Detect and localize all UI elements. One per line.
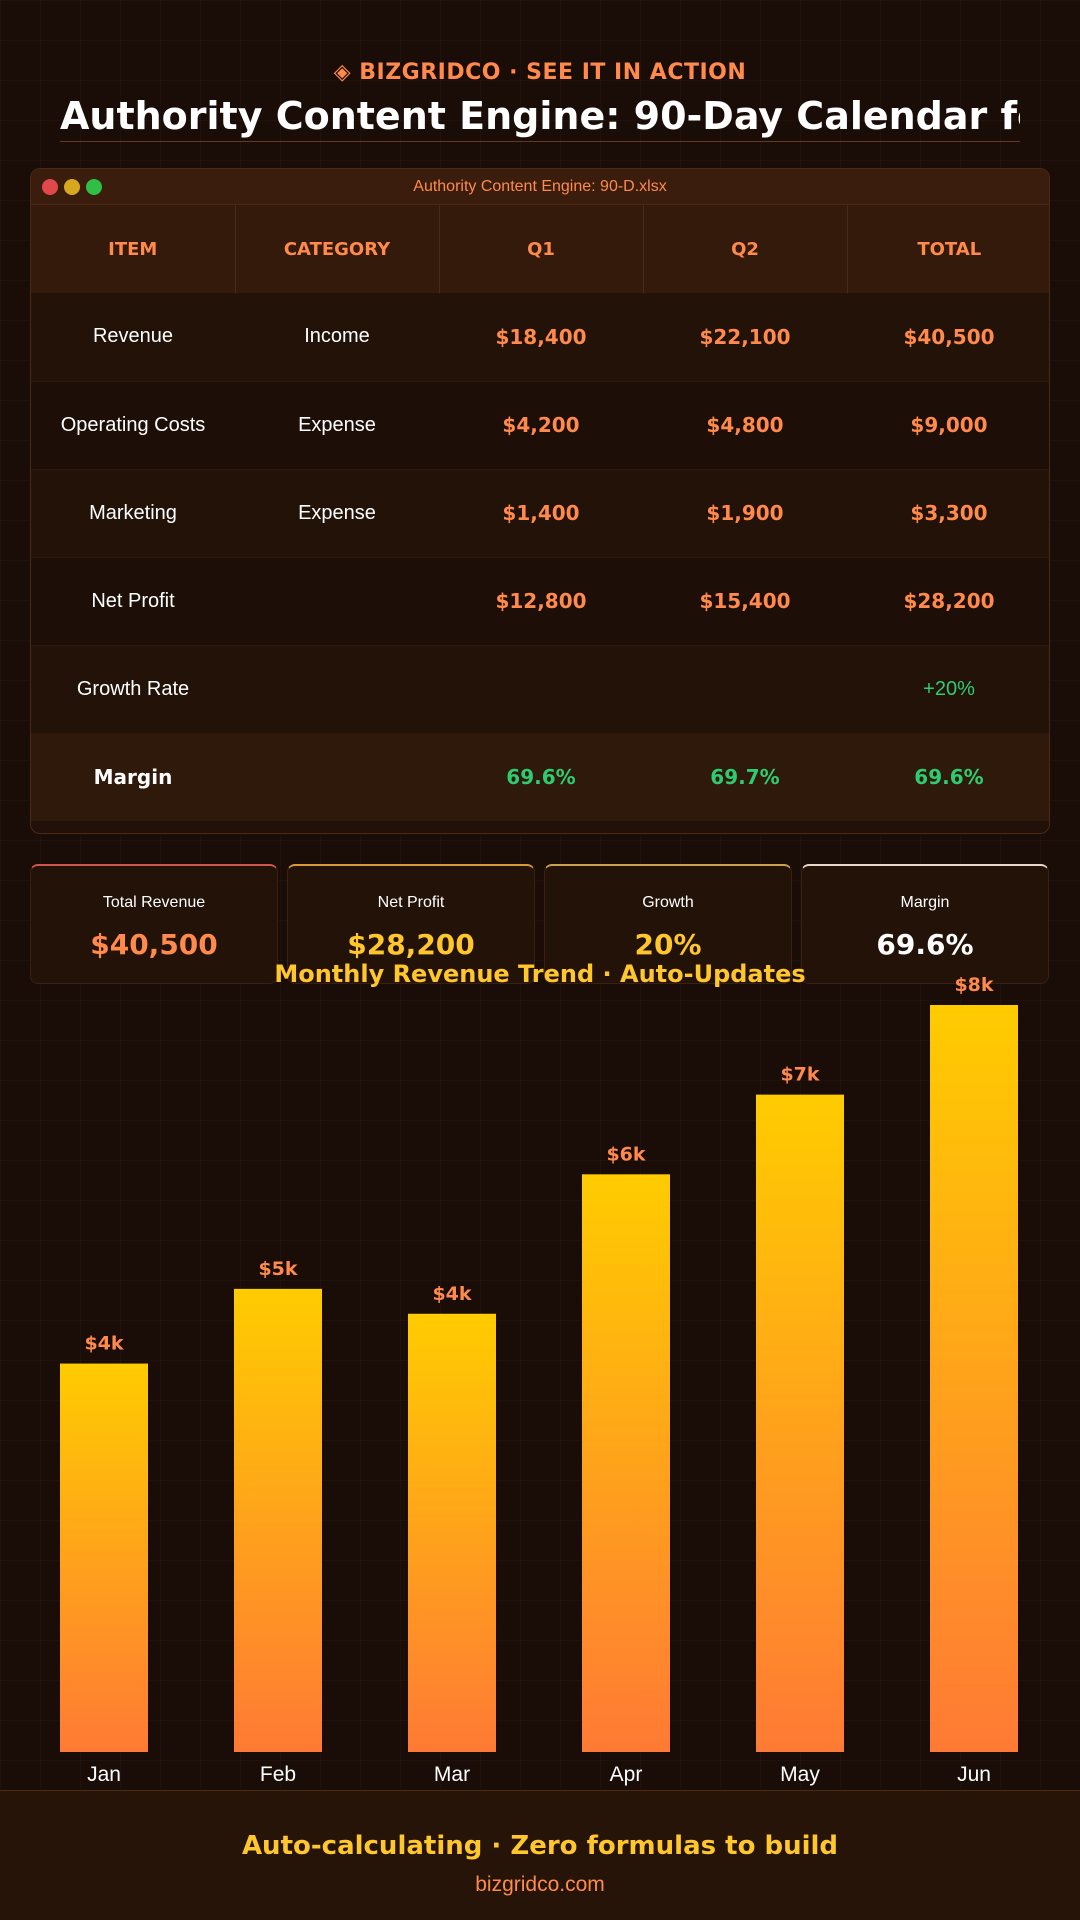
bar-value-label: $4k xyxy=(84,1333,123,1355)
revenue-bar-chart: $4k Jan $5k Feb $4k Mar $6k Apr $7k May $8k Jun xyxy=(60,974,1018,1786)
column-header-q1[interactable]: Q1 xyxy=(439,205,644,293)
cell-item[interactable]: Marketing xyxy=(31,469,235,558)
spreadsheet-window: Authority Content Engine: 90-D.xlsx ITEM… xyxy=(30,168,1050,834)
chart-title: Monthly Revenue Trend · Auto-Updates xyxy=(274,960,806,988)
cell-total[interactable]: $3,300 xyxy=(847,469,1049,558)
cell-category[interactable]: Expense xyxy=(235,469,439,558)
kpi-cards: Total Revenue $40,500 Net Profit $28,200… xyxy=(30,864,1050,984)
bar-feb[interactable] xyxy=(234,1288,322,1752)
column-header-item[interactable]: ITEM xyxy=(31,205,236,293)
kpi-card-growth: Growth 20% xyxy=(544,864,792,984)
kpi-label: Growth xyxy=(642,894,694,911)
maximize-window-button[interactable] xyxy=(86,179,102,195)
kpi-card-margin: Margin 69.6% xyxy=(801,864,1049,984)
cell-q1[interactable]: $1,400 xyxy=(439,469,643,558)
page-title: Authority Content Engine: 90-Day Calenda… xyxy=(60,94,1020,142)
kpi-value: $40,500 xyxy=(90,928,218,961)
cell-q1[interactable]: $18,400 xyxy=(439,293,643,382)
x-tick-label: May xyxy=(780,1763,820,1786)
cell-q2[interactable]: $22,100 xyxy=(643,293,847,382)
cell-total[interactable]: $40,500 xyxy=(847,293,1049,382)
table-row: Net Profit $12,800 $15,400 $28,200 xyxy=(31,557,1049,646)
cell-q1[interactable]: $12,800 xyxy=(439,557,643,646)
kpi-card-net-profit: Net Profit $28,200 xyxy=(287,864,535,984)
cell-total[interactable]: 69.6% xyxy=(847,733,1049,821)
column-header-total[interactable]: TOTAL xyxy=(847,205,1049,293)
minimize-window-button[interactable] xyxy=(64,179,80,195)
bar-value-label: $7k xyxy=(780,1064,819,1086)
cell-q2[interactable]: $15,400 xyxy=(643,557,847,646)
kpi-label: Net Profit xyxy=(377,894,445,911)
cell-q2[interactable]: $1,900 xyxy=(643,469,847,558)
cell-q2[interactable]: $4,800 xyxy=(643,381,847,470)
cell-q2[interactable] xyxy=(643,645,847,734)
cell-category[interactable] xyxy=(235,733,439,821)
bar-mar[interactable] xyxy=(408,1313,496,1752)
x-tick-label: Mar xyxy=(434,1763,470,1786)
cell-category[interactable] xyxy=(235,557,439,646)
cell-category[interactable]: Income xyxy=(235,293,439,382)
close-window-button[interactable] xyxy=(42,179,58,195)
table-header-row: ITEM CATEGORY Q1 Q2 TOTAL xyxy=(31,205,1049,293)
cell-category[interactable]: Expense xyxy=(235,381,439,470)
cell-q1[interactable]: $4,200 xyxy=(439,381,643,470)
cell-item[interactable]: Growth Rate xyxy=(31,645,235,734)
cell-item[interactable]: Margin xyxy=(31,733,235,821)
kpi-label: Margin xyxy=(900,894,950,911)
cell-item[interactable]: Net Profit xyxy=(31,557,235,646)
kpi-value: 20% xyxy=(634,928,702,961)
bar-value-label: $6k xyxy=(606,1143,645,1165)
x-tick-label: Jan xyxy=(87,1763,121,1786)
bar-jun[interactable] xyxy=(930,1005,1018,1752)
financial-table: ITEM CATEGORY Q1 Q2 TOTAL Revenue Income… xyxy=(31,205,1049,821)
kpi-label: Total Revenue xyxy=(102,894,206,911)
cell-item[interactable]: Revenue xyxy=(31,293,235,382)
bar-value-label: $4k xyxy=(432,1283,471,1305)
window-filename: Authority Content Engine: 90-D.xlsx xyxy=(413,178,667,195)
cell-q1[interactable] xyxy=(439,645,643,734)
window-titlebar: Authority Content Engine: 90-D.xlsx xyxy=(31,169,1049,205)
column-header-category[interactable]: CATEGORY xyxy=(235,205,440,293)
x-tick-label: Feb xyxy=(260,1763,296,1786)
cell-category[interactable] xyxy=(235,645,439,734)
cell-total[interactable]: $28,200 xyxy=(847,557,1049,646)
x-tick-label: Jun xyxy=(957,1763,991,1786)
column-header-q2[interactable]: Q2 xyxy=(643,205,848,293)
cell-total[interactable]: +20% xyxy=(847,645,1049,734)
bar-value-label: $8k xyxy=(954,974,993,996)
cell-total[interactable]: $9,000 xyxy=(847,381,1049,470)
bar-may[interactable] xyxy=(756,1094,844,1752)
table-row: Operating Costs Expense $4,200 $4,800 $9… xyxy=(31,381,1049,470)
bar-value-label: $5k xyxy=(258,1258,297,1280)
footer-url-link[interactable]: bizgridco.com xyxy=(475,1873,605,1896)
kpi-value: 69.6% xyxy=(876,928,974,961)
margin-row: Margin 69.6% 69.7% 69.6% xyxy=(31,733,1049,821)
bar-jan[interactable] xyxy=(60,1363,148,1752)
brand-banner: ◈ BIZGRIDCO · SEE IT IN ACTION xyxy=(0,60,1080,85)
brand-text: ◈ BIZGRIDCO · SEE IT IN ACTION xyxy=(333,60,747,85)
x-tick-label: Apr xyxy=(610,1763,643,1786)
kpi-card-total-revenue: Total Revenue $40,500 xyxy=(30,864,278,984)
footer: Auto-calculating · Zero formulas to buil… xyxy=(0,1790,1080,1920)
footer-tagline: Auto-calculating · Zero formulas to buil… xyxy=(241,1831,839,1861)
cell-q2[interactable]: 69.7% xyxy=(643,733,847,821)
cell-q1[interactable]: 69.6% xyxy=(439,733,643,821)
cell-item[interactable]: Operating Costs xyxy=(31,381,235,470)
bar-apr[interactable] xyxy=(582,1174,670,1752)
table-row: Revenue Income $18,400 $22,100 $40,500 xyxy=(31,293,1049,382)
table-row: Growth Rate +20% xyxy=(31,645,1049,734)
table-row: Marketing Expense $1,400 $1,900 $3,300 xyxy=(31,469,1049,558)
kpi-value: $28,200 xyxy=(347,928,475,961)
